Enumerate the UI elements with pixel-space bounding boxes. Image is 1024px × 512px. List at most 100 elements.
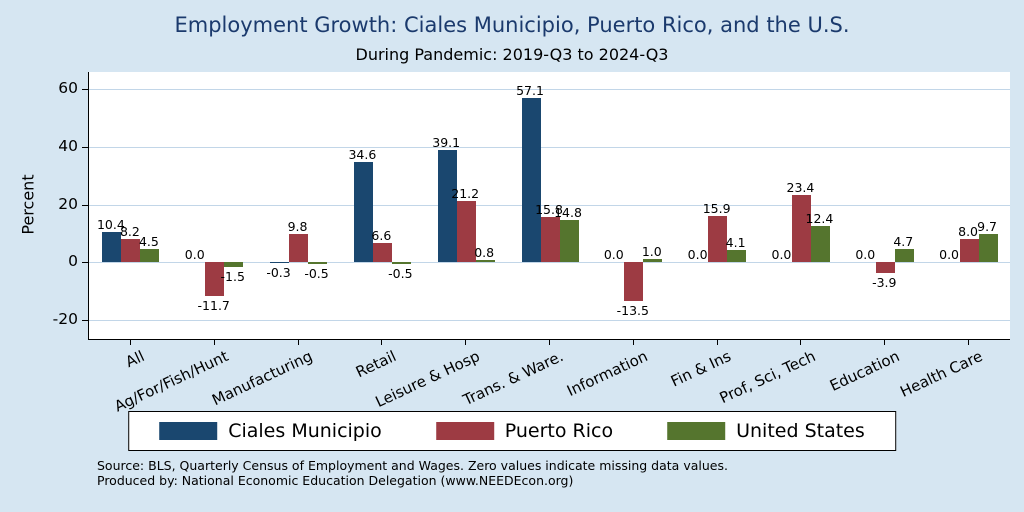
y-tick-label: 40 [58, 136, 78, 155]
x-tick-label: Retail [352, 347, 399, 382]
bar-value-label: 0.0 [184, 247, 205, 263]
bar-united-states [559, 219, 579, 263]
bar-value-label: -11.7 [197, 297, 230, 313]
bar-united-states [978, 234, 998, 263]
bar-value-label: -0.3 [266, 265, 291, 281]
chart-title: Employment Growth: Ciales Municipio, Pue… [174, 13, 850, 37]
bar-value-label: 15.9 [702, 201, 731, 217]
legend-entry: United States [667, 420, 865, 442]
bar-value-label: 4.7 [893, 233, 914, 249]
gridline [89, 89, 1010, 91]
bar-ciales-municipio [270, 262, 290, 264]
bar-united-states [727, 250, 747, 263]
bar-puerto-rico [708, 216, 728, 263]
legend-entry: Ciales Municipio [159, 420, 382, 442]
y-axis-tick [82, 89, 88, 91]
legend-entry: Puerto Rico [435, 420, 614, 442]
bar-value-label: -0.5 [304, 265, 329, 281]
gridline [89, 319, 1010, 321]
bar-value-label: 57.1 [516, 82, 544, 98]
bar-value-label: 23.4 [786, 179, 815, 195]
x-tick-label: Information [564, 347, 651, 401]
bar-puerto-rico [121, 238, 141, 263]
bar-value-label: -13.5 [616, 303, 649, 319]
legend-swatch [435, 422, 494, 440]
x-axis-tick [884, 340, 886, 345]
x-tick-label: Fin & Ins [668, 347, 735, 391]
bar-value-label: 0.0 [855, 247, 876, 263]
bar-value-label: 8.0 [958, 224, 979, 240]
gridline [89, 262, 1010, 264]
bar-united-states [810, 226, 830, 263]
chart-subtitle: During Pandemic: 2019-Q3 to 2024-Q3 [355, 45, 669, 64]
bar-value-label: 9.8 [287, 218, 308, 234]
x-axis-tick [632, 340, 634, 345]
y-axis-tick [82, 262, 88, 264]
legend-swatch [159, 422, 218, 440]
bar-puerto-rico [791, 194, 811, 263]
x-axis-tick [800, 340, 802, 345]
legend-swatch [667, 422, 726, 440]
bar-value-label: 8.2 [119, 223, 140, 239]
bar-ciales-municipio [521, 97, 541, 263]
bar-puerto-rico [624, 262, 644, 302]
x-axis-tick [297, 340, 299, 345]
x-axis-tick [716, 340, 718, 345]
x-axis-tick [381, 340, 383, 345]
bar-value-label: 0.0 [771, 247, 792, 263]
x-axis-tick [213, 340, 215, 345]
bar-puerto-rico [959, 239, 979, 263]
y-axis-tick [82, 319, 88, 321]
bar-value-label: -1.5 [220, 268, 245, 284]
bar-puerto-rico [289, 233, 309, 263]
bar-puerto-rico [205, 262, 225, 296]
legend: Ciales Municipio Puerto Rico United States [128, 411, 896, 451]
gridline [89, 146, 1010, 148]
bar-value-label: 1.0 [641, 244, 662, 260]
bar-ciales-municipio [353, 162, 373, 263]
bar-value-label: 0.0 [603, 247, 624, 263]
plot-area [88, 72, 1010, 340]
legend-label: Puerto Rico [504, 420, 614, 442]
bar-value-label: 14.8 [554, 204, 582, 220]
x-axis-tick [465, 340, 467, 345]
bar-puerto-rico [456, 201, 476, 263]
y-tick-label: 60 [58, 79, 78, 98]
bar-value-label: 10.4 [96, 217, 125, 233]
x-tick-label: Education [826, 347, 902, 395]
y-tick-label: -20 [52, 309, 78, 328]
bar-united-states [475, 259, 495, 263]
y-axis-tick [82, 204, 88, 206]
bar-value-label: 12.4 [805, 211, 834, 227]
x-axis-tick [129, 340, 131, 345]
bar-value-label: 0.0 [687, 247, 708, 263]
bar-puerto-rico [372, 243, 392, 263]
bar-united-states [391, 262, 411, 264]
bar-united-states [894, 248, 914, 263]
x-axis-tick [968, 340, 970, 345]
bar-value-label: 39.1 [432, 134, 461, 150]
bar-value-label: 6.6 [371, 228, 392, 244]
legend-label: United States [736, 420, 865, 442]
bar-ciales-municipio [437, 149, 457, 263]
bar-value-label: 15.8 [535, 201, 563, 217]
bar-value-label: 21.2 [451, 186, 480, 202]
bar-value-label: -3.9 [872, 275, 897, 291]
x-tick-label: Health Care [897, 347, 986, 401]
source-note: Source: BLS, Quarterly Census of Employm… [97, 458, 728, 473]
bar-value-label: 0.8 [474, 244, 495, 260]
bar-united-states [308, 262, 328, 264]
bar-value-label: 4.1 [725, 235, 746, 251]
bar-ciales-municipio [102, 232, 122, 263]
y-axis-label: Percent [18, 174, 38, 235]
bar-united-states [140, 249, 160, 263]
x-tick-label: All [123, 347, 148, 372]
legend-label: Ciales Municipio [228, 420, 382, 442]
bar-value-label: -0.5 [388, 265, 413, 281]
bar-value-label: 4.5 [138, 234, 159, 250]
bar-united-states [224, 262, 244, 267]
gridline [89, 204, 1010, 206]
bar-puerto-rico [540, 216, 560, 263]
producer-note: Produced by: National Economic Education… [97, 473, 574, 488]
y-tick-label: 20 [58, 194, 78, 213]
